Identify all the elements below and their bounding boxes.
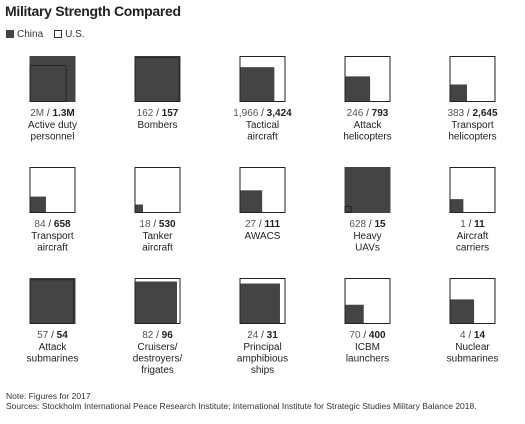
china-square [344,167,391,213]
legend-label-us: U.S. [65,28,85,40]
category-label: Nuclear [455,342,490,353]
china-square [29,196,46,213]
category-label: submarines [27,354,79,365]
legend-item-china: China [6,29,43,40]
category-label: Principal [243,342,281,353]
legend-swatch-china [6,30,14,38]
category-label: Heavy [353,231,381,242]
category-label: launchers [346,354,389,365]
category-label: Tanker [142,231,173,242]
legend-item-us: U.S. [54,28,85,40]
value-label: 24 / 31 [247,330,278,341]
china-square [449,299,475,324]
china-square [239,190,263,213]
value-label: 82 / 96 [142,330,173,341]
us-square [449,56,496,102]
us-square [239,56,286,102]
china-square [239,67,275,102]
category-label: Transport [31,231,74,242]
legend-swatch-us [54,30,63,38]
value-label: 57 / 54 [37,330,68,341]
category-label: UAVs [355,243,380,254]
us-square [239,167,286,213]
category-label: ships [251,365,274,376]
category-label: AWACS [245,231,281,242]
sources-text: Sources: Stockholm International Peace R… [6,401,477,411]
us-square [449,278,496,324]
us-square [344,56,391,102]
category-label: Active duty [28,120,77,131]
category-label: helicopters [448,132,496,143]
category-label: submarines [447,354,499,365]
value-label: 18 / 530 [139,219,176,230]
value-label: 628 / 15 [349,219,386,230]
category-label: Attack [39,342,68,353]
value-label: 1,966 / 3,424 [233,108,292,119]
category-label: aircraft [142,243,173,254]
category-label: Cruisers/ [137,342,177,353]
us-square [449,167,496,213]
legend-label-china: China [17,28,44,40]
chart-title: Military Strength Compared [5,3,181,19]
category-label: aircraft [37,243,68,254]
china-square [239,283,280,324]
value-label: 162 / 157 [137,108,179,119]
value-label: 84 / 658 [34,219,71,230]
value-label: 27 / 111 [245,219,280,230]
category-label: aircraft [247,132,278,143]
us-square [29,64,67,102]
category-label: Transport [451,120,494,131]
china-square [449,199,464,213]
china-square [134,56,181,102]
value-label: 383 / 2,645 [447,108,497,119]
category-label: destroyers/ [133,354,183,365]
us-square [134,167,181,213]
china-square [134,204,143,213]
china-square [344,76,371,102]
china-square [134,281,178,324]
value-label: 2M / 1.3M [30,108,74,119]
category-label: Bombers [137,120,177,131]
us-square [134,278,181,324]
value-label: 4 / 14 [460,330,485,341]
category-label: Tactical [246,120,279,131]
category-label: ICBM [355,342,380,353]
category-label: frigates [141,365,174,376]
us-square [344,205,352,213]
us-square [344,278,391,324]
note-text: Note: Figures for 2017 [6,391,91,401]
us-square [134,56,180,103]
value-label: 70 / 400 [349,330,386,341]
china-square [29,56,76,102]
us-square [29,167,76,213]
category-label: Attack [354,120,383,131]
china-square [29,278,76,324]
category-label: Aircraft [457,231,489,242]
notes: Note: Figures for 2017 Sources: Stockhol… [6,391,521,411]
china-square [449,84,468,102]
us-square [29,279,75,324]
legend: China U.S. [6,28,96,40]
china-square [344,304,364,324]
category-label: amphibious [237,354,288,365]
value-label: 246 / 793 [347,108,389,119]
value-label: 1 / 11 [460,219,485,230]
category-label: helicopters [343,132,391,143]
us-square [239,278,286,324]
category-label: carriers [456,243,489,254]
category-label: personnel [31,132,75,143]
